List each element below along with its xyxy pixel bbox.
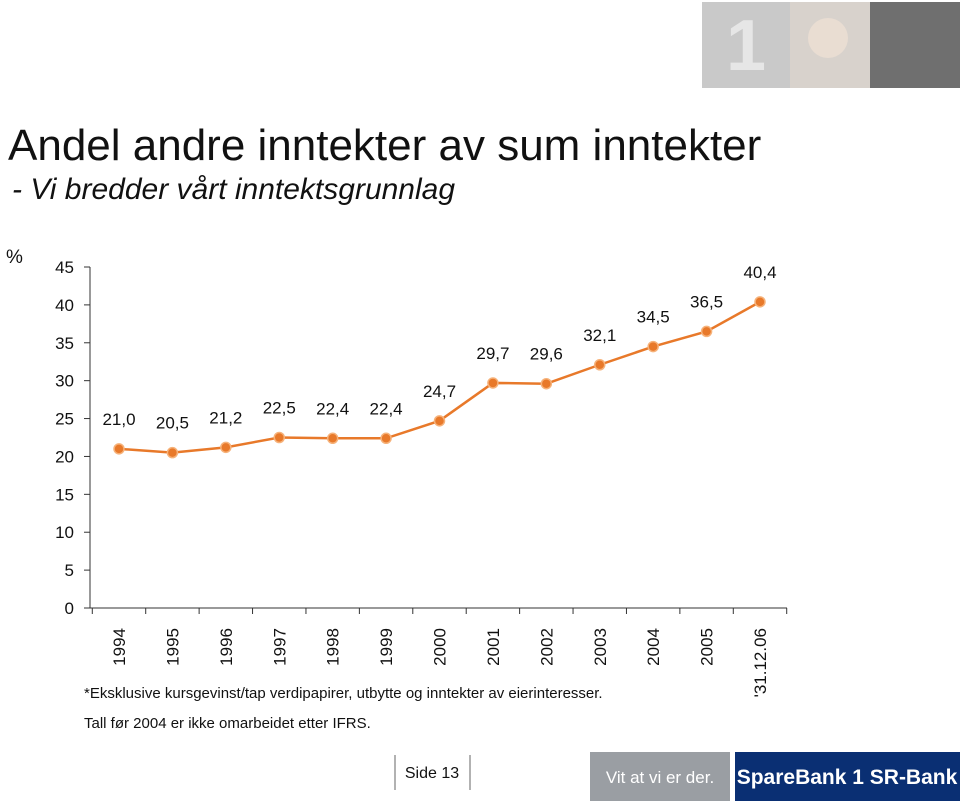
photo	[870, 2, 960, 88]
header-image: 1	[702, 2, 960, 88]
logo-tile	[702, 2, 790, 88]
value-label: 29,7	[476, 344, 509, 363]
y-tick-label: 25	[55, 410, 74, 429]
title: Andel andre inntekter av sum inntekter	[8, 121, 761, 170]
y-tick-label: 0	[65, 599, 74, 618]
x-tick-label: 1997	[270, 628, 289, 666]
data-point	[166, 446, 179, 459]
x-tick-label: 2001	[484, 628, 503, 666]
value-label: 29,6	[530, 345, 563, 364]
data-point	[540, 377, 553, 390]
data-point	[433, 415, 446, 427]
x-tick-label: 1995	[163, 628, 182, 666]
data-point	[326, 432, 339, 445]
data-point	[380, 432, 392, 445]
slogan-box	[590, 752, 730, 801]
value-label: 20,5	[156, 414, 189, 433]
y-tick-label: 10	[55, 523, 74, 542]
x-tick-label: 2005	[698, 628, 717, 666]
data-point	[594, 359, 606, 371]
x-tick-label: 1996	[217, 628, 236, 666]
data-point	[220, 441, 232, 454]
data-point	[647, 340, 659, 353]
x-tick-label: 2002	[537, 628, 556, 666]
value-label: 21,2	[209, 408, 242, 427]
y-tick-label: 30	[55, 372, 74, 391]
value-label: 40,4	[743, 263, 776, 282]
x-tick-label: 1998	[324, 628, 343, 666]
y-tick-label: 35	[55, 334, 74, 353]
x-tick-label: 2004	[644, 628, 663, 666]
value-label: 24,7	[423, 382, 456, 401]
brand-box	[735, 752, 960, 801]
value-label: 22,4	[370, 399, 403, 418]
x-tick-label: 1994	[110, 628, 129, 666]
value-label: 21,0	[102, 410, 135, 429]
value-label: 36,5	[690, 292, 723, 311]
footnote: Tall før 2004 er ikke omarbeidet etter I…	[84, 715, 371, 732]
value-label: 34,5	[637, 308, 670, 327]
value-label: 22,4	[316, 399, 349, 418]
logo-digit: 1	[726, 6, 766, 86]
slogan: Vit at vi er der.	[606, 768, 714, 787]
value-label: 22,5	[263, 399, 296, 418]
subtitle: - Vi bredder vårt inntektsgrunnlag	[12, 173, 455, 206]
photo-face	[808, 18, 848, 58]
data-point	[113, 443, 125, 455]
y-tick-label: 40	[55, 296, 74, 315]
y-tick-label: 15	[55, 485, 74, 504]
page-number: Side 13	[405, 765, 459, 782]
value-label: 32,1	[583, 326, 616, 345]
plot: 0 5 10 15 20 25 30 35 40 45 1994 1995 1996 1997 1998 19…	[55, 258, 788, 697]
x-tick-label: 2003	[591, 628, 610, 666]
brand: SpareBank 1 SR-Bank	[737, 766, 958, 789]
data-point	[754, 296, 766, 308]
x-tick-label: 1999	[377, 628, 396, 666]
y-axis-label: %	[6, 247, 23, 268]
y-tick-label: 20	[55, 447, 74, 466]
data-point	[273, 431, 285, 444]
footnote: *Eksklusive kursgevinst/tap verdipapirer…	[84, 685, 603, 702]
x-tick-label: 2000	[431, 628, 450, 666]
y-tick-label: 45	[55, 258, 74, 277]
data-point	[700, 325, 713, 338]
x-tick-label: '31.12.06	[751, 628, 770, 697]
data-point	[487, 377, 499, 389]
y-tick-label: 5	[65, 561, 74, 580]
